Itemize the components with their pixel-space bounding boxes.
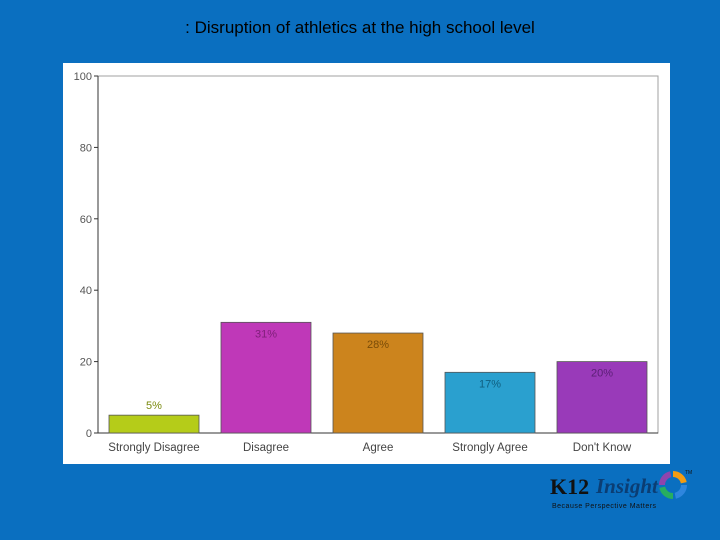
bar — [444, 371, 536, 434]
logo-k12-text: K12 — [550, 474, 590, 499]
bar — [332, 332, 424, 434]
y-tick-label: 40 — [80, 285, 92, 297]
bar-chart: 0 20 40 60 80 100 5% Strongly Disagree 31% Disagr… — [74, 71, 659, 454]
y-tick-label: 80 — [80, 142, 92, 154]
logo-trademark: TM — [685, 470, 693, 476]
logo-ring-segment — [672, 471, 687, 484]
bar — [556, 361, 648, 434]
data-label: 31% — [255, 328, 277, 340]
bar — [108, 414, 200, 434]
data-label: 17% — [479, 378, 501, 390]
data-label: 28% — [367, 339, 389, 351]
logo-insight-text: Insight — [596, 474, 658, 498]
x-tick-label: Don't Know — [573, 442, 632, 454]
x-tick-label: Agree — [363, 442, 394, 454]
logo-ring-segment — [659, 471, 672, 486]
data-label: 5% — [146, 400, 162, 412]
chart-panel: 0 20 40 60 80 100 5% Strongly Disagree 31% Disagr… — [63, 63, 670, 464]
logo-ring-segment — [674, 484, 687, 499]
logo-ring-segment — [659, 486, 674, 499]
data-label: 20% — [591, 368, 613, 380]
y-tick-label: 20 — [80, 357, 92, 369]
logo-tagline: Because Perspective Matters — [552, 503, 657, 510]
x-tick-label: Strongly Agree — [452, 442, 527, 454]
bar — [220, 321, 312, 434]
company-logo: K12 Insight TM Because Perspective Matte… — [548, 470, 698, 520]
slide-title: : Disruption of athletics at the high sc… — [185, 18, 535, 37]
y-tick-label: 60 — [80, 214, 92, 226]
x-tick-label: Disagree — [243, 442, 289, 454]
y-tick-label: 100 — [74, 71, 92, 83]
logo-ring-icon — [659, 471, 687, 499]
y-tick-label: 0 — [86, 428, 92, 440]
x-tick-label: Strongly Disagree — [108, 442, 199, 454]
